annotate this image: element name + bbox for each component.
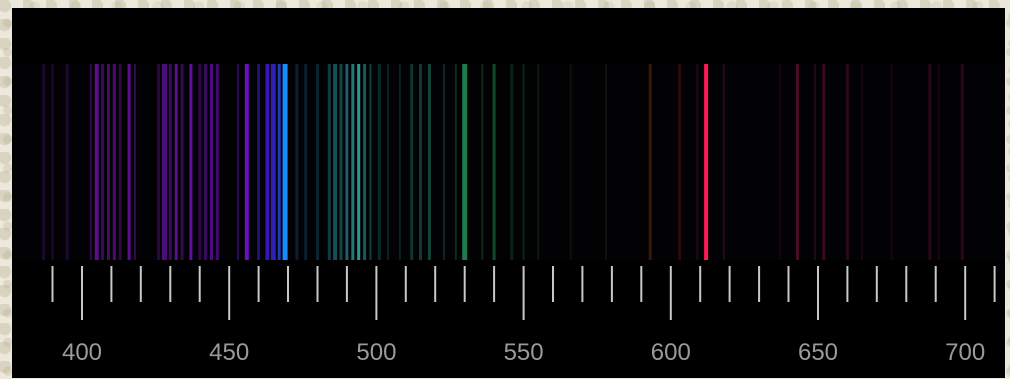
spectral-line-527nm	[454, 64, 457, 260]
spectral-line-494nm	[357, 64, 361, 260]
tick-label-500: 500	[356, 339, 396, 366]
spectral-line-407nm	[101, 64, 105, 260]
wavelength-axis-labels: 400 450 500 550 600 650 700	[62, 339, 985, 366]
spectral-line-578nm	[605, 64, 607, 260]
spectral-line-618nm	[722, 64, 725, 260]
spectral-line-473nm	[295, 64, 299, 260]
spectral-line-488nm	[339, 64, 343, 260]
spectral-line-456nm	[244, 64, 249, 260]
spectral-line-512nm	[410, 64, 414, 260]
spectral-line-501nm	[377, 64, 381, 260]
spectral-line-428nm	[161, 64, 167, 260]
spectral-line-530nm	[462, 64, 468, 260]
spectral-line-390nm	[51, 64, 54, 260]
spectral-line-508nm	[398, 64, 401, 260]
spectral-line-484nm	[327, 64, 331, 260]
spectral-line-504nm	[387, 64, 390, 260]
spectral-line-409nm	[107, 64, 110, 260]
spectral-line-536nm	[481, 64, 484, 260]
spectral-line-498nm	[369, 64, 372, 260]
spectral-line-649nm	[814, 64, 816, 260]
spectral-line-691nm	[937, 64, 940, 260]
spectral-line-434nm	[180, 64, 184, 260]
spectral-line-440nm	[198, 64, 202, 260]
spectral-line-437nm	[189, 64, 193, 260]
spectral-line-465nm	[270, 64, 276, 260]
spectral-line-469nm	[282, 64, 288, 260]
spectral-line-675nm	[890, 64, 893, 260]
spectral-line-418nm	[134, 64, 136, 260]
spectral-line-699nm	[960, 64, 964, 260]
spectral-line-403nm	[89, 64, 92, 260]
spectral-line-426nm	[157, 64, 160, 260]
spectral-line-460nm	[257, 64, 261, 260]
spectral-line-637nm	[778, 64, 781, 260]
wavelength-axis-ticks	[51, 266, 996, 320]
spectral-line-665nm	[861, 64, 864, 260]
spectral-line-540nm	[492, 64, 496, 260]
spectral-line-652nm	[822, 64, 826, 260]
spectral-line-492nm	[351, 64, 355, 260]
spectral-line-660nm	[845, 64, 849, 260]
spectral-line-518nm	[427, 64, 431, 260]
spectral-line-432nm	[174, 64, 178, 260]
tick-label-700: 700	[945, 339, 985, 366]
spectral-line-480nm	[316, 64, 319, 260]
spectral-line-442nm	[204, 64, 208, 260]
tick-label-600: 600	[651, 339, 691, 366]
spectral-line-395nm	[65, 64, 69, 260]
tick-label-550: 550	[504, 339, 544, 366]
spectral-line-476nm	[304, 64, 308, 260]
spectral-line-453nm	[237, 64, 239, 260]
spectral-line-593nm	[648, 64, 652, 260]
spectrum-band-background	[12, 64, 1005, 260]
tick-label-400: 400	[62, 339, 102, 366]
spectral-line-688nm	[928, 64, 932, 260]
spectral-line-496nm	[363, 64, 367, 260]
spectral-line-523nm	[443, 64, 446, 260]
spectral-line-612nm	[704, 64, 709, 260]
spectral-line-430nm	[168, 64, 172, 260]
spectral-line-486nm	[333, 64, 338, 260]
tick-label-650: 650	[798, 339, 838, 366]
spectrum-panel: 400 450 500 550 600 650 700	[12, 8, 1005, 378]
spectral-lines	[42, 64, 1005, 260]
spectral-line-546nm	[510, 64, 514, 260]
spectral-line-566nm	[569, 64, 572, 260]
spectral-line-515nm	[419, 64, 422, 260]
spectral-line-387nm	[42, 64, 46, 260]
spectral-line-413nm	[118, 64, 122, 260]
spectral-line-405nm	[94, 64, 99, 260]
emission-spectrum-chart: 400 450 500 550 600 650 700	[12, 64, 1005, 366]
spectral-line-416nm	[127, 64, 131, 260]
spectral-line-411nm	[112, 64, 116, 260]
spectral-line-446nm	[215, 64, 219, 260]
spectral-line-643nm	[795, 64, 799, 260]
spectral-line-555nm	[537, 64, 540, 260]
spectral-line-603nm	[678, 64, 682, 260]
spectral-line-467nm	[277, 64, 281, 260]
spectral-line-463nm	[265, 64, 270, 260]
spectral-line-609nm	[696, 64, 699, 260]
tick-label-450: 450	[209, 339, 249, 366]
spectral-line-490nm	[345, 64, 349, 260]
spectral-line-550nm	[522, 64, 525, 260]
spectral-line-444nm	[210, 64, 213, 260]
